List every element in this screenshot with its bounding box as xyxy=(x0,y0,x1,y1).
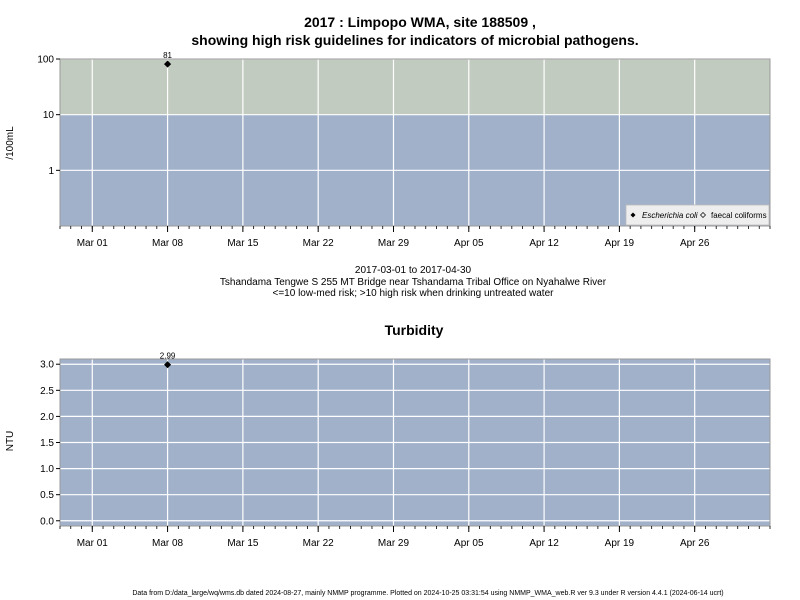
legend: Escherichia coli faecal coliforms xyxy=(625,204,770,226)
data-label: 2.99 xyxy=(160,352,176,361)
top-y-axis-label: /100mL xyxy=(5,126,16,160)
chart-title-line1: 2017 : Limpopo WMA, site 188509 , xyxy=(304,14,536,30)
legend-box xyxy=(625,204,770,226)
legend-label-escherichia-coli: Escherichia coli xyxy=(642,211,698,220)
y-tick-label: 1 xyxy=(48,166,54,177)
y-tick-label: 100 xyxy=(37,55,54,66)
site-description-caption: Tshandama Tengwe S 255 MT Bridge near Ts… xyxy=(220,277,607,288)
bottom-y-axis-label: NTU xyxy=(5,431,16,452)
x-tick-label: Apr 26 xyxy=(680,538,710,549)
chart-title-line2: showing high risk guidelines for indicat… xyxy=(191,32,638,48)
x-tick-label: Mar 08 xyxy=(152,238,184,249)
data-point xyxy=(164,361,172,369)
x-tick-label: Apr 19 xyxy=(605,538,635,549)
y-tick-label: 0.0 xyxy=(40,516,54,527)
turbidity-chart-panel: 0.0 0.5 1.0 1.5 2.0 2.5 3.0 Mar 01 Mar 08 Mar 15 M… xyxy=(40,352,771,549)
y-tick-label: 10 xyxy=(43,110,55,121)
x-tick-label: Mar 29 xyxy=(378,238,410,249)
y-tick-label: 0.5 xyxy=(40,490,54,501)
x-tick-label: Mar 22 xyxy=(303,538,335,549)
data-point xyxy=(164,60,172,68)
legend-marker-escherichia-coli xyxy=(630,212,636,218)
x-tick-label: Apr 05 xyxy=(454,538,484,549)
x-tick-label: Mar 15 xyxy=(227,538,259,549)
risk-note-caption: <=10 low-med risk; >10 high risk when dr… xyxy=(273,288,555,299)
x-tick-label: Mar 29 xyxy=(378,538,410,549)
x-tick-label: Apr 19 xyxy=(605,238,635,249)
y-tick-label: 2.5 xyxy=(40,386,54,397)
y-tick-label: 2.0 xyxy=(40,412,54,423)
y-tick-label: 3.0 xyxy=(40,360,54,371)
y-tick-label: 1.5 xyxy=(40,438,54,449)
date-range-caption: 2017-03-01 to 2017-04-30 xyxy=(355,265,472,276)
x-tick-label: Apr 12 xyxy=(529,538,559,549)
x-tick-label: Apr 12 xyxy=(529,238,559,249)
y-tick-label: 1.0 xyxy=(40,464,54,475)
x-tick-label: Apr 26 xyxy=(680,238,710,249)
x-tick-label: Mar 22 xyxy=(303,238,335,249)
legend-marker-faecal-coliforms xyxy=(700,212,706,218)
x-tick-label: Mar 15 xyxy=(227,238,259,249)
turbidity-title: Turbidity xyxy=(385,322,444,338)
x-tick-label: Mar 01 xyxy=(77,538,109,549)
legend-label-faecal-coliforms: faecal coliforms xyxy=(711,211,767,220)
x-tick-label: Mar 01 xyxy=(77,238,109,249)
x-tick-label: Apr 05 xyxy=(454,238,484,249)
x-tick-label: Mar 08 xyxy=(152,538,184,549)
microbial-chart-panel: 1 10 100 Mar 01 Mar 08 Mar 15 Mar 22 Mar 29 Apr … xyxy=(37,51,771,249)
data-label: 81 xyxy=(163,51,172,60)
footer-note: Data from D:/data_large/wq/wms.db dated … xyxy=(132,590,723,597)
risk-zone-high xyxy=(60,59,770,115)
